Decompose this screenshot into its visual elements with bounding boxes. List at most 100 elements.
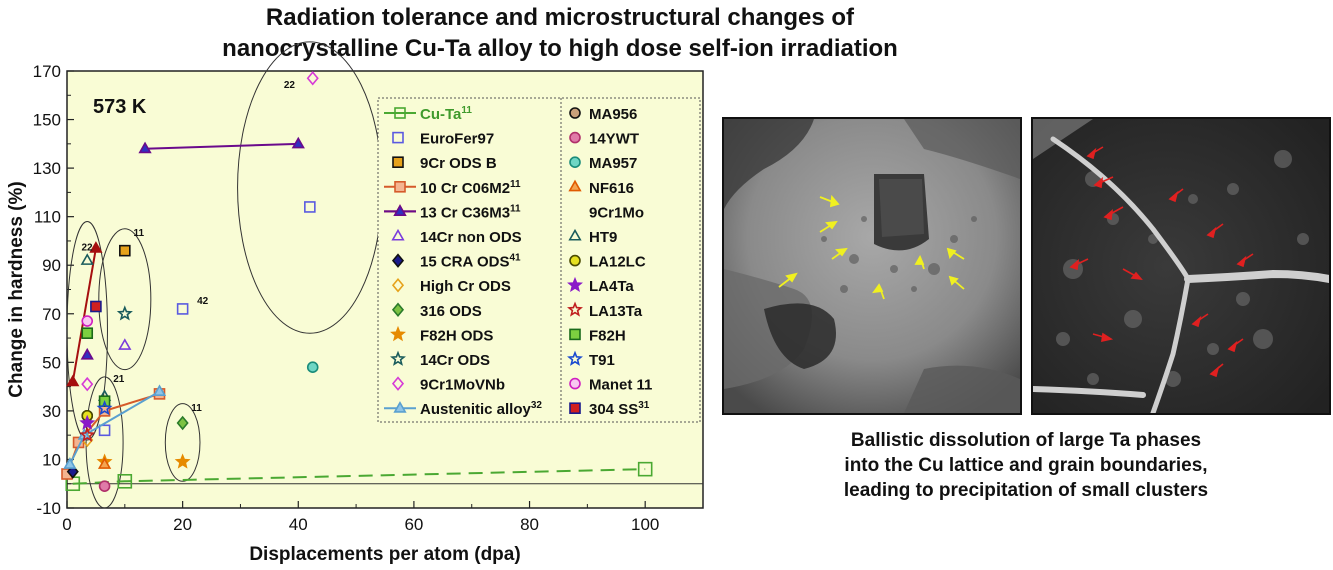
caption-line1: Ballistic dissolution of large Ta phases [850,430,1202,451]
legend-marker [569,402,581,415]
series-8 [176,415,189,431]
legend-label: 15 CRA ODS41 [420,253,521,271]
reference-annotation: 11 [133,228,144,239]
reference-annotation: 21 [113,374,125,385]
data-point [152,384,167,397]
data-point [81,327,94,340]
series-23 [96,400,113,416]
legend-item: T91 [567,350,615,369]
legend-label: T91 [589,352,615,369]
legend-marker [394,181,406,193]
data-point [138,141,152,154]
legend-label: High Cr ODS [420,278,511,295]
legend-item: NF616 [568,179,634,197]
temperature-label: 573 K [93,96,147,118]
legend-item: 14Cr non ODS [391,228,522,246]
data-point [96,400,113,416]
legend-item: HT9 [568,228,617,246]
legend-label: 316 ODS [420,303,482,320]
x-tick-label: 80 [520,515,539,534]
y-tick-label: -10 [36,499,61,518]
x-tick-label: 0 [62,515,71,534]
legend-marker [567,276,583,293]
series-4 [66,241,103,387]
legend-item: F82H ODS [390,325,493,344]
legend-label: NF616 [589,180,634,197]
caption-line2: into the Cu lattice and grain boundaries… [844,455,1208,476]
legend-marker [567,301,583,317]
legend-label: 304 SS31 [589,400,650,418]
legend-item: 14Cr ODS [390,350,490,369]
legend-marker [569,156,581,168]
data-point [119,244,131,257]
legend-marker [392,131,404,144]
series-20 [79,414,96,430]
data-point [174,453,191,469]
data-point [81,315,94,327]
data-point [81,376,94,392]
data-point [80,347,94,360]
legend-label: 9Cr ODS B [420,155,497,172]
legend-item: LA4Ta [567,276,634,295]
series-line [71,248,97,382]
hardness-chart: 0 20 40 60 80 100 -10 10 30 50 70 90 110 130 150 170 Dis… [6,41,704,565]
legend-marker [569,254,581,267]
figure-title-line2: nanocrystalline Cu-Ta alloy to high dose… [222,35,898,62]
legend-item: F82H [569,327,626,344]
legend-marker [569,328,581,341]
tem-micrograph-icon [1033,119,1329,413]
data-point [98,480,111,492]
legend-label: HT9 [589,229,617,246]
reference-annotation: 11 [191,403,202,414]
legend-label: LA13Ta [589,303,643,320]
legend-label: F82H [589,327,626,344]
group-ellipse [85,376,124,509]
legend-label: 10 Cr C06M211 [420,179,521,197]
data-point [97,457,112,469]
group-ellipse [98,228,152,371]
figure-title: Radiation tolerance and microstructural … [200,2,920,64]
series-11 [81,71,319,392]
legend-ref-superscript: 32 [531,400,543,411]
legend-label: 14Cr non ODS [420,229,522,246]
data-point [90,300,102,313]
legend-item: LA13Ta [567,301,643,320]
legend-item: 304 SS31 [569,400,650,418]
data-point [89,241,103,253]
y-tick-label: 170 [33,62,61,81]
legend-item: 316 ODS [391,302,482,320]
data-point [80,253,94,265]
legend-label: Austenitic alloy32 [420,400,542,418]
legend-ref-superscript: 11 [510,203,521,214]
data-point [117,473,133,489]
legend-item: LA12LC [569,254,646,271]
data-point [176,303,189,315]
legend-marker [391,376,405,391]
legend-label: 14YWT [589,131,639,148]
series-25 [90,300,102,313]
legend-label: EuroFer97 [420,131,494,148]
data-point [176,415,189,431]
legend-item: 9Cr1MoVNb [391,376,505,394]
series-5 [118,338,132,350]
legend-marker [391,228,405,241]
figure-title-line1: Radiation tolerance and microstructural … [265,4,855,31]
data-point [116,305,133,321]
y-tick-label: 50 [42,353,61,372]
legend-label: MA956 [589,106,637,123]
legend-label: LA4Ta [589,278,634,295]
legend-label: F82H ODS [420,327,493,344]
legend-ref-superscript: 31 [638,400,650,411]
series-2 [119,244,131,257]
data-point [66,374,80,387]
reference-annotation: 42 [197,296,209,307]
data-point [306,361,319,373]
legend-marker [392,156,404,168]
y-tick-label: 70 [42,305,61,324]
series-1 [98,201,316,437]
legend-marker [393,204,407,216]
legend-label: Manet 11 [589,377,652,394]
series-21 [79,426,96,442]
legend-marker [390,325,406,342]
legend-ref-superscript: 11 [510,179,521,190]
